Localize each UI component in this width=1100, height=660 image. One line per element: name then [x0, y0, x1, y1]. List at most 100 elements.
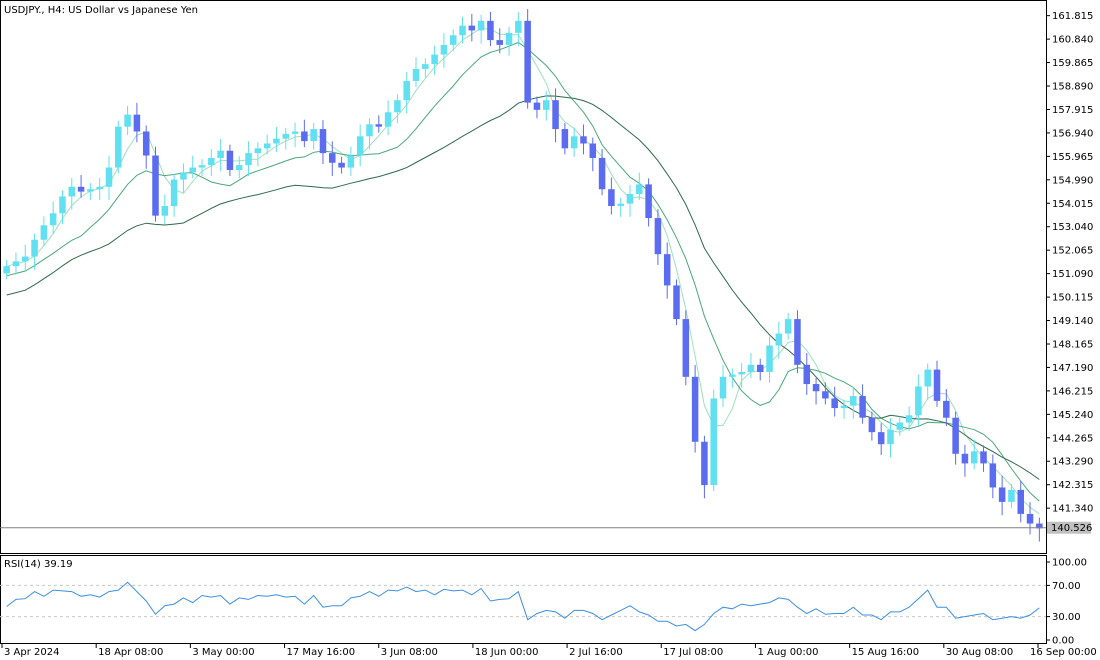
candle-body	[394, 100, 401, 113]
price-tick-label: 154.015	[1052, 199, 1093, 210]
candle-body	[905, 415, 913, 423]
price-tick-label: 149.140	[1052, 316, 1093, 327]
time-tick-label: 1 Aug 00:00	[757, 647, 818, 658]
candle-body	[1017, 489, 1024, 514]
candle-body	[598, 157, 606, 190]
price-tick-label: 157.915	[1052, 105, 1093, 116]
candle-body	[543, 100, 550, 110]
candle-body	[812, 384, 820, 392]
time-tick-label: 2 Jul 16:00	[569, 647, 623, 658]
candle-body	[515, 20, 522, 33]
candle-body	[208, 157, 215, 166]
candle-body	[850, 396, 857, 406]
candle-body	[933, 369, 941, 401]
time-tick-label: 16 Sep 00:00	[1030, 647, 1097, 658]
rsi-tick-label: 70.00	[1052, 581, 1081, 592]
price-tick-label: 152.065	[1052, 246, 1093, 257]
price-tick-label: 146.215	[1052, 386, 1093, 397]
candle-body	[468, 25, 476, 31]
candle-body	[301, 131, 308, 142]
candle-body	[803, 364, 811, 385]
candle-body	[226, 150, 234, 170]
candle-body	[282, 133, 290, 139]
price-tick-label: 154.990	[1052, 175, 1093, 186]
candle-body	[477, 20, 485, 31]
candle-body	[496, 40, 503, 45]
candle-body	[552, 100, 559, 130]
candle-body	[161, 206, 169, 216]
price-tick-label: 155.965	[1052, 152, 1093, 163]
candle-body	[1026, 513, 1034, 524]
price-tick-label: 161.815	[1052, 11, 1093, 22]
candle-body	[198, 165, 206, 168]
candle-body	[440, 44, 448, 55]
candle-body	[775, 333, 783, 346]
candle-body	[142, 131, 150, 156]
candle-body	[710, 398, 717, 486]
candle-body	[822, 391, 829, 399]
candle-body	[1036, 523, 1043, 529]
candle-body	[291, 131, 299, 134]
candle-body	[952, 417, 959, 454]
candle-body	[784, 319, 792, 334]
candle-body	[319, 129, 327, 154]
price-tick-label: 147.190	[1052, 363, 1093, 374]
time-tick-label: 15 Aug 16:00	[852, 647, 919, 658]
time-tick-label: 3 May 00:00	[192, 647, 254, 658]
candle-body	[384, 112, 392, 127]
time-tick-label: 17 May 16:00	[287, 647, 356, 658]
candle-body	[403, 80, 410, 101]
candle-body	[59, 196, 66, 214]
candle-body	[449, 35, 457, 45]
candle-body	[245, 153, 252, 166]
candle-body	[701, 441, 708, 486]
current-price-label: 140.526	[1051, 523, 1092, 534]
candle-body	[87, 189, 94, 192]
candle-body	[263, 143, 271, 149]
candle-body	[189, 167, 196, 173]
candle-body	[998, 487, 1006, 502]
candle-body	[896, 422, 904, 430]
candle-body	[217, 150, 224, 158]
symbol-title: USDJPY., H4: US Dollar vs Japanese Yen	[4, 5, 198, 16]
price-tick-label: 142.315	[1052, 480, 1093, 491]
price-tick-label: 156.940	[1052, 128, 1093, 139]
candle-body	[636, 184, 643, 195]
current-price-tag	[1047, 521, 1091, 534]
candle-body	[96, 186, 103, 190]
candles	[3, 9, 1043, 542]
candle-body	[31, 239, 38, 257]
candle-body	[49, 213, 57, 226]
candle-body	[77, 186, 85, 192]
price-tick-label: 158.890	[1052, 82, 1093, 93]
candle-body	[626, 194, 634, 204]
candle-body	[310, 129, 317, 142]
candle-body	[22, 256, 29, 262]
candle-body	[794, 319, 801, 365]
candle-body	[533, 102, 541, 110]
candle-body	[756, 364, 764, 373]
price-window-frame	[0, 0, 1047, 554]
price-tick-label: 159.865	[1052, 58, 1093, 69]
candle-body	[254, 148, 262, 154]
candle-body	[738, 372, 745, 375]
candle-body	[170, 179, 178, 207]
price-tick-label: 141.340	[1052, 504, 1093, 515]
candle-body	[524, 20, 531, 103]
time-tick-label: 18 Apr 08:00	[98, 647, 163, 658]
candle-body	[12, 261, 20, 267]
moving-averages	[6, 27, 1040, 515]
price-tick-label: 150.115	[1052, 293, 1093, 304]
candle-body	[105, 167, 113, 187]
candle-body	[580, 136, 587, 144]
candle-body	[747, 364, 755, 373]
rsi-window-frame	[0, 555, 1047, 644]
candle-body	[663, 254, 671, 286]
candle-body	[887, 429, 894, 445]
candle-body	[840, 405, 848, 409]
moving-average-line	[6, 41, 1040, 502]
candle-body	[366, 124, 373, 137]
candle-body	[273, 138, 280, 144]
candle-body	[68, 186, 76, 197]
